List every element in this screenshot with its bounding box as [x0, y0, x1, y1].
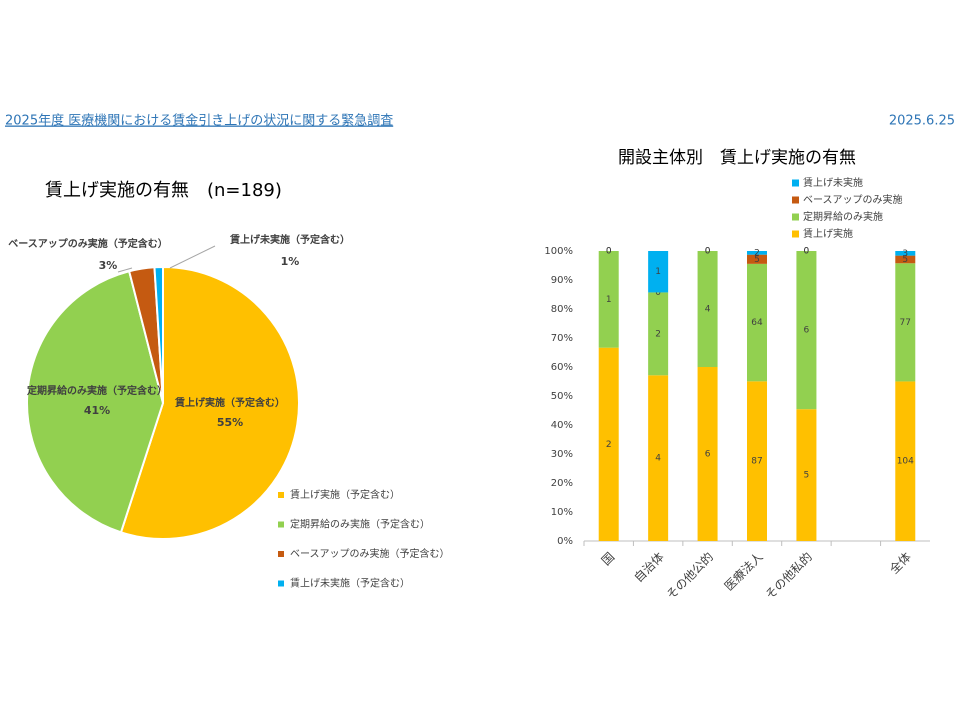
- y-tick-label: 30%: [551, 449, 573, 460]
- y-tick-label: 60%: [551, 362, 573, 373]
- data-label: 0: [606, 247, 612, 257]
- y-tick-label: 90%: [551, 275, 573, 286]
- data-label: 6: [804, 326, 810, 336]
- data-label: 0: [655, 288, 661, 298]
- header-title: 2025年度 医療機関における賃金引き上げの状況に関する緊急調査: [5, 113, 393, 129]
- bar-segment: [697, 251, 718, 367]
- legend-label: ベースアップのみ実施: [803, 193, 903, 206]
- bar-segment: [796, 251, 817, 410]
- leader-line: [117, 267, 133, 273]
- data-label: 104: [897, 457, 914, 467]
- bar-segment: [796, 409, 817, 541]
- slice-label: ベースアップのみ実施（予定含む）: [8, 237, 168, 250]
- slice-label: 定期昇給のみ実施（予定含む）: [27, 384, 167, 397]
- legend-label: 定期昇給のみ実施: [803, 210, 883, 223]
- legend-label: 賃上げ未実施: [803, 176, 863, 189]
- data-label: 87: [751, 457, 762, 467]
- data-label: 0: [804, 247, 810, 257]
- data-label: 0: [606, 247, 612, 257]
- slice-value: 55%: [217, 416, 243, 429]
- legend-swatch: [278, 551, 284, 557]
- y-tick-label: 10%: [551, 507, 573, 518]
- data-label: 77: [900, 318, 911, 328]
- data-label: 0: [804, 247, 810, 257]
- bar-segment: [895, 251, 916, 256]
- x-tick-label: その他私的: [762, 549, 815, 602]
- slice-value: 1%: [281, 255, 300, 268]
- data-label: 0: [705, 247, 711, 257]
- bar-segment: [598, 347, 619, 541]
- legend-swatch: [278, 521, 284, 528]
- bar-segment: [747, 381, 767, 541]
- pie-title: 賃上げ実施の有無 (n=189): [45, 180, 282, 201]
- bar-title: 開設主体別 賃上げ実施の有無: [618, 148, 856, 168]
- data-label: 3: [902, 249, 908, 259]
- legend-swatch: [792, 196, 799, 204]
- data-label: 1: [606, 295, 612, 305]
- pie-slice: [26, 270, 165, 534]
- data-label: 4: [705, 305, 711, 315]
- bar-segment: [697, 367, 718, 541]
- y-tick-label: 80%: [551, 304, 573, 315]
- bar-segment: [895, 381, 916, 541]
- slice-label: 賃上げ実施（予定含む）: [174, 396, 285, 409]
- data-label: 64: [751, 318, 763, 328]
- legend-swatch: [278, 492, 284, 498]
- leader-line: [169, 245, 216, 269]
- slice-label: 賃上げ未実施（予定含む）: [229, 233, 350, 246]
- bar-segment: [648, 251, 669, 293]
- header-date: 2025.6.25: [889, 114, 955, 129]
- bar-segment: [598, 251, 619, 348]
- bar-segment: [747, 251, 767, 255]
- slice-value: 3%: [99, 259, 118, 272]
- x-tick-label: 全体: [886, 549, 914, 577]
- data-label: 5: [804, 471, 810, 481]
- legend-label: ベースアップのみ実施（予定含む）: [290, 547, 450, 560]
- legend-label: 賃上げ実施: [803, 227, 853, 240]
- data-label: 5: [754, 255, 760, 265]
- y-tick-label: 100%: [544, 246, 573, 257]
- y-tick-label: 40%: [551, 420, 573, 431]
- x-tick-label: 医療法人: [722, 550, 766, 594]
- data-label: 4: [655, 454, 661, 464]
- bar-segment: [895, 263, 916, 382]
- legend-swatch: [792, 213, 799, 221]
- legend-label: 賃上げ実施（予定含む）: [290, 488, 400, 501]
- legend-label: 定期昇給のみ実施（予定含む）: [290, 518, 430, 531]
- pie-slice: [153, 265, 164, 404]
- bar-segment: [895, 255, 916, 264]
- data-label: 1: [655, 267, 661, 277]
- bar-segment: [648, 375, 669, 541]
- data-label: 0: [705, 247, 711, 257]
- legend-swatch: [792, 179, 799, 187]
- y-tick-label: 70%: [551, 333, 573, 344]
- legend-label: 賃上げ未実施（予定含む）: [290, 577, 410, 590]
- x-tick-label: 自治体: [631, 550, 666, 585]
- pie-slice: [119, 265, 300, 540]
- data-label: 2: [606, 440, 612, 450]
- slice-value: 41%: [84, 404, 110, 417]
- legend-swatch: [278, 580, 284, 587]
- y-tick-label: 50%: [551, 391, 573, 402]
- data-label: 6: [705, 450, 711, 460]
- legend-swatch: [792, 230, 799, 238]
- x-tick-label: その他公的: [663, 549, 716, 602]
- bar-segment: [747, 263, 767, 382]
- y-tick-label: 0%: [557, 536, 573, 547]
- data-label: 2: [754, 248, 760, 258]
- data-label: 2: [655, 329, 661, 339]
- bar-segment: [648, 292, 669, 376]
- x-tick-label: 国: [599, 550, 617, 568]
- data-label: 5: [902, 255, 908, 265]
- bar-segment: [747, 254, 767, 264]
- y-tick-label: 20%: [551, 478, 573, 489]
